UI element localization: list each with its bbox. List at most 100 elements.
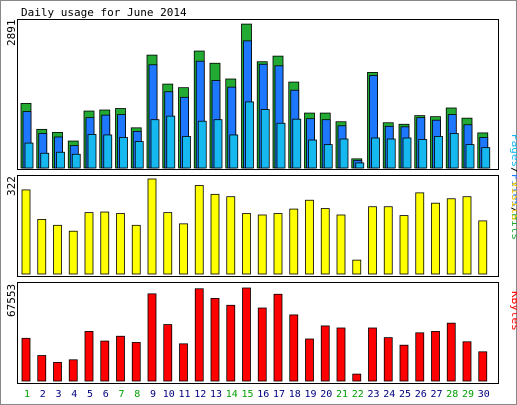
kbytes-ymax-label: 67553 — [5, 284, 18, 317]
pages-bar-15 — [245, 101, 254, 169]
day-label-24: 24 — [383, 389, 395, 400]
kbytes-bar-23 — [368, 327, 377, 382]
kbytes-bar-22 — [352, 373, 362, 382]
day-label-2: 2 — [40, 389, 46, 400]
visits-bar-4 — [68, 230, 78, 275]
day-axis: 1 2 3 4 5 6 7 8 9 10 11 12 13 14 15 16 17 18 19 20 21 22 23 24 2… — [24, 389, 490, 400]
visits-bar-14 — [226, 196, 236, 275]
visits-bar-30 — [478, 220, 488, 275]
pages-bar-26 — [418, 139, 428, 169]
kbytes-bar-6 — [100, 340, 110, 382]
kbytes-bar-29 — [462, 341, 472, 382]
day-label-27: 27 — [430, 389, 442, 400]
visits-ymax-label: 322 — [5, 176, 18, 196]
ylabel-hits: Hits — [509, 214, 517, 241]
pages-bar-16 — [260, 109, 270, 169]
kbytes-bar-18 — [289, 314, 299, 382]
pages-bar-19 — [308, 139, 317, 169]
kbytes-bar-25 — [399, 344, 409, 382]
day-label-23: 23 — [367, 389, 379, 400]
ylabel-sep-1: / — [509, 167, 517, 174]
day-label-17: 17 — [273, 389, 285, 400]
ylabel-sep-2: / — [509, 207, 517, 214]
day-label-14: 14 — [226, 389, 238, 400]
day-label-18: 18 — [289, 389, 301, 400]
pages-bar-13 — [213, 119, 223, 169]
pages-bar-21 — [339, 138, 349, 169]
pages-bar-14 — [229, 134, 239, 169]
kbytes-bar-21 — [336, 327, 346, 382]
day-label-12: 12 — [194, 389, 206, 400]
visits-bar-21 — [336, 214, 346, 275]
visits-bar-7 — [116, 213, 125, 275]
pages-bar-3 — [56, 151, 65, 169]
pages-bar-25 — [402, 137, 412, 169]
pages-bar-30 — [481, 147, 491, 169]
pages-bar-8 — [134, 141, 144, 169]
hits-ylabel: Pages/Files/Hits — [509, 134, 517, 240]
day-label-15: 15 — [241, 389, 253, 400]
kbytes-bar-8 — [131, 342, 141, 382]
ylabel-files: Files — [509, 174, 517, 207]
visits-bar-10 — [163, 212, 173, 275]
kbytes-bar-3 — [53, 362, 62, 382]
visits-bar-13 — [210, 193, 220, 275]
kbytes-bar-16 — [257, 307, 267, 382]
pages-bar-27 — [434, 136, 443, 169]
pages-bar-20 — [323, 144, 333, 169]
pages-bar-7 — [119, 137, 128, 169]
pages-bar-2 — [40, 152, 50, 169]
kbytes-bar-17 — [273, 293, 283, 382]
visits-bar-2 — [37, 219, 47, 275]
kbytes-bar-5 — [84, 331, 94, 382]
visits-bar-27 — [431, 202, 440, 275]
visits-bar-22 — [352, 259, 362, 275]
kbytes-bar-10 — [163, 324, 173, 382]
kbytes-bar-24 — [383, 337, 393, 382]
visits-bar-25 — [399, 215, 409, 275]
visits-bar-3 — [53, 224, 62, 275]
day-label-8: 8 — [134, 389, 140, 400]
day-label-6: 6 — [103, 389, 109, 400]
pages-bar-23 — [371, 137, 380, 169]
kbytes-bar-30 — [478, 351, 488, 382]
pages-bar-5 — [87, 134, 97, 169]
day-label-11: 11 — [178, 389, 190, 400]
kbytes-bar-2 — [37, 355, 47, 382]
day-label-9: 9 — [150, 389, 156, 400]
day-label-13: 13 — [210, 389, 222, 400]
day-label-29: 29 — [462, 389, 474, 400]
kbytes-bar-11 — [179, 343, 188, 382]
pages-bar-17 — [276, 122, 286, 169]
kbytes-ylabel: KBytes — [509, 291, 517, 331]
day-label-25: 25 — [399, 389, 411, 400]
visits-bar-9 — [147, 178, 157, 275]
day-label-10: 10 — [163, 389, 175, 400]
visits-bar-19 — [305, 199, 314, 275]
pages-bar-1 — [24, 142, 34, 169]
kbytes-bar-12 — [194, 288, 204, 382]
pages-bar-6 — [103, 134, 113, 169]
kbytes-bar-19 — [305, 338, 314, 382]
kbytes-bar-7 — [116, 335, 125, 382]
kbytes-bar-13 — [210, 297, 220, 382]
visits-bar-8 — [131, 224, 141, 275]
hits-bars — [20, 23, 491, 169]
visits-bar-20 — [320, 208, 330, 275]
visits-bar-15 — [242, 213, 251, 275]
visits-bar-5 — [84, 212, 94, 275]
ylabel-pages: Pages — [509, 134, 517, 167]
day-label-5: 5 — [87, 389, 93, 400]
day-label-26: 26 — [415, 389, 427, 400]
visits-bar-23 — [368, 206, 377, 275]
day-label-30: 30 — [478, 389, 490, 400]
kbytes-bar-20 — [320, 325, 330, 382]
kbytes-bar-28 — [446, 322, 456, 382]
visits-bar-1 — [21, 189, 31, 275]
visits-bar-24 — [383, 206, 393, 275]
pages-bar-4 — [71, 153, 81, 169]
day-label-22: 22 — [352, 389, 364, 400]
day-label-4: 4 — [71, 389, 77, 400]
visits-bar-12 — [194, 185, 204, 275]
kbytes-bar-15 — [242, 287, 251, 382]
